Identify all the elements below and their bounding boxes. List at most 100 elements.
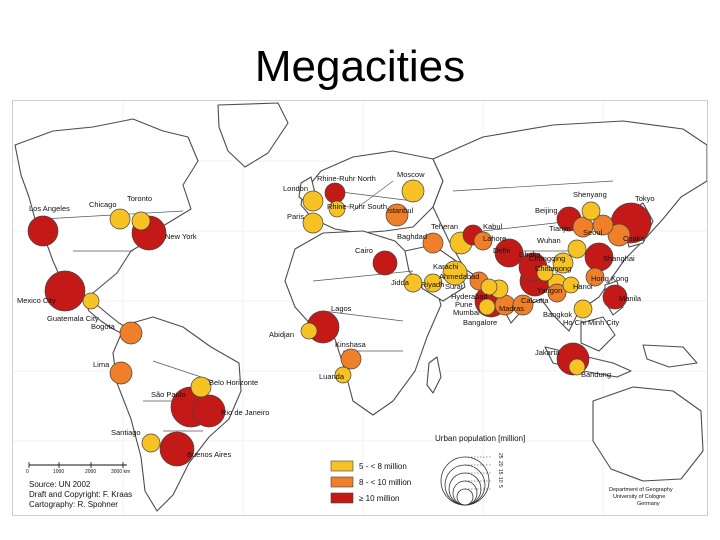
city-label-cairo: Cairo — [355, 246, 373, 255]
city-label-kabul: Kabul — [483, 222, 503, 231]
scale-bar: 0 1000 2000 3000 km — [26, 462, 130, 475]
city-label-chongqing: Chongqing — [529, 254, 565, 263]
city-marker-luanda — [334, 366, 352, 384]
city-marker-osaka — [607, 223, 631, 247]
city-label-riyadh: Riyadh — [421, 280, 444, 289]
city-label-pune: Pune — [455, 300, 473, 309]
city-marker-chongqing — [552, 252, 574, 274]
city-marker-santiago — [141, 433, 161, 453]
city-marker-delhi — [494, 238, 524, 268]
city-label-lahore: Lahore — [483, 234, 506, 243]
slide-title: Megacities — [254, 42, 466, 91]
legend-swatch-medium — [330, 476, 354, 488]
city-label-calcutta: Calcutta — [521, 296, 549, 305]
city-marker-shenyang — [581, 201, 601, 221]
city-marker-london — [302, 190, 324, 212]
city-marker-bangkok — [547, 283, 567, 303]
city-label-bogota: Bogota — [91, 322, 116, 331]
city-label-lima: Lima — [93, 360, 110, 369]
city-label-teheran: Teheran — [431, 222, 458, 231]
world-map: Los Angeles Chicago Toronto New York Mexico … — [12, 100, 708, 516]
city-marker-chicago — [109, 208, 131, 230]
city-label-sao-paulo: São Paulo — [151, 390, 186, 399]
city-label-ahmedabad: Ahmedabad — [439, 272, 479, 281]
city-label-yangon: Yangon — [537, 286, 562, 295]
city-label-wuhan: Wuhan — [537, 236, 561, 245]
city-label-london: London — [283, 184, 308, 193]
city-marker-karachi — [442, 260, 468, 286]
city-label-buenos-aires: Buenos Aires — [187, 450, 231, 459]
city-label-rhine-ruhr-north: Rhine-Ruhr North — [317, 174, 376, 183]
city-label-belo-horizonte: Belo Horizonte — [209, 378, 258, 387]
city-marker-paris — [302, 212, 324, 234]
city-label-kinshasa: Kinshasa — [335, 340, 367, 349]
city-label-tianjin: Tianjin — [549, 224, 571, 233]
city-label-mumbai: Mumbai — [453, 308, 480, 317]
size-tick-15: 15 — [497, 469, 503, 475]
city-label-rio-de-janeiro: Rio de Janeiro — [221, 408, 269, 417]
city-label-chicago: Chicago — [89, 200, 117, 209]
city-marker-rio-de-janeiro — [192, 394, 226, 428]
size-tick-20: 20 — [497, 461, 503, 467]
city-label-jakarta: Jakarta — [535, 348, 560, 357]
city-marker-jidda — [403, 273, 423, 293]
city-label-hong-kong: Hong Kong — [591, 274, 629, 283]
credit-source: Source: UN 2002 — [29, 480, 91, 489]
city-label-hyderabad: Hyderabad — [451, 292, 488, 301]
city-label-ho-chi-minh-city: Ho Chi Minh City — [563, 318, 620, 327]
city-label-beijing: Beijing — [535, 206, 558, 215]
city-marker-rhine-ruhr-south — [328, 200, 346, 218]
scale-label-2000: 2000 — [85, 469, 96, 475]
city-label-manila: Manila — [619, 294, 642, 303]
city-label-los-angeles: Los Angeles — [29, 204, 70, 213]
scale-label-3000: 3000 km — [111, 469, 130, 475]
city-marker-bandung — [568, 358, 586, 376]
city-label-baghdad: Baghdad — [397, 232, 427, 241]
city-label-osaka: Osaka — [623, 234, 646, 243]
city-label-santiago: Santiago — [111, 428, 141, 437]
city-label-hanoi: Hanoi — [573, 282, 593, 291]
legend-label-medium: 8 - < 10 million — [359, 478, 411, 487]
city-marker-wuhan — [567, 239, 587, 259]
city-label-seoul: Seoul — [583, 228, 603, 237]
city-marker-moscow — [401, 179, 425, 203]
city-label-bangkok: Bangkok — [543, 310, 572, 319]
size-tick-10: 10 — [497, 477, 503, 483]
city-label-paris: Paris — [287, 212, 304, 221]
city-marker-mexico-city — [44, 270, 86, 312]
city-marker-abidjan — [300, 322, 318, 340]
city-label-dhaka: Dhaka — [519, 250, 542, 259]
city-markers: Los Angeles Chicago Toronto New York Mexico … — [17, 170, 655, 467]
landmass-australia — [592, 386, 704, 482]
scale-label-0: 0 — [26, 469, 29, 475]
city-label-bangalore: Bangalore — [463, 318, 497, 327]
city-label-delhi: Delhi — [493, 246, 510, 255]
city-label-luanda: Luanda — [319, 372, 345, 381]
city-marker-madras — [512, 294, 534, 316]
city-marker-hanoi — [562, 276, 580, 294]
city-marker-riyadh — [423, 273, 443, 293]
city-marker-pune — [478, 298, 496, 316]
city-marker-istanbul — [385, 203, 409, 227]
city-label-mexico-city: Mexico City — [17, 296, 56, 305]
credit-department: Department of Geography — [609, 487, 673, 493]
city-label-jidda: Jidda — [391, 278, 410, 287]
city-label-shenyang: Shenyang — [573, 190, 607, 199]
city-marker-baghdad — [422, 232, 444, 254]
legend-label-small: 5 - < 8 million — [359, 462, 407, 471]
city-label-karachi: Karachi — [433, 262, 459, 271]
credits: Source: UN 2002 Draft and Copyright: F. … — [29, 480, 673, 509]
city-marker-bogota — [119, 321, 143, 345]
city-marker-guatemala-city — [82, 292, 100, 310]
size-tick-25: 25 — [497, 453, 503, 459]
landmass-greenland — [217, 102, 289, 168]
credit-cartography: Cartography: R. Spohner — [29, 500, 118, 509]
landmass-borneo — [580, 316, 616, 352]
city-marker-buenos-aires — [159, 431, 195, 467]
city-label-new-york: New York — [165, 232, 197, 241]
city-marker-cairo — [372, 250, 398, 276]
credit-country: Germany — [637, 501, 660, 507]
legend-size-ticks: 25 20 15 10 5 — [497, 453, 503, 488]
legend-label-large: ≥ 10 million — [359, 494, 399, 503]
city-marker-hong-kong — [585, 267, 605, 287]
